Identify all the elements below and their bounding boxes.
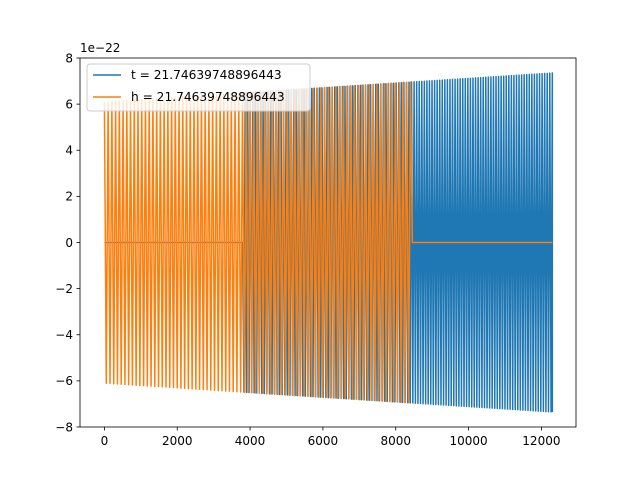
- x-tick-label: 2000: [162, 434, 193, 448]
- y-axis-offset-text: 1e−22: [80, 41, 120, 55]
- y-tick-label: 2: [65, 190, 73, 204]
- x-tick-label: 6000: [308, 434, 339, 448]
- legend-frame: [86, 63, 311, 112]
- x-axis: 0 2000 4000 6000 8000 10000 12000: [101, 427, 560, 448]
- legend-label-t: t = 21.74639748896443: [131, 68, 282, 82]
- x-tick-label: 10000: [449, 434, 487, 448]
- y-tick-label: 6: [65, 97, 73, 111]
- y-tick-label: −4: [55, 328, 73, 342]
- y-tick-label: −8: [55, 420, 73, 434]
- y-axis: −8 −6 −4 −2 0 2 4 6 8: [55, 51, 80, 434]
- x-tick-label: 8000: [380, 434, 411, 448]
- y-tick-label: 0: [65, 236, 73, 250]
- y-tick-label: 4: [65, 144, 73, 158]
- y-tick-label: 8: [65, 51, 73, 65]
- x-tick-label: 0: [101, 434, 109, 448]
- legend: t = 21.74639748896443 h = 21.74639748896…: [86, 63, 311, 112]
- x-tick-label: 4000: [235, 434, 266, 448]
- legend-label-h: h = 21.74639748896443: [131, 90, 285, 104]
- y-tick-label: −6: [55, 374, 73, 388]
- y-tick-label: −2: [55, 282, 73, 296]
- x-tick-label: 12000: [522, 434, 560, 448]
